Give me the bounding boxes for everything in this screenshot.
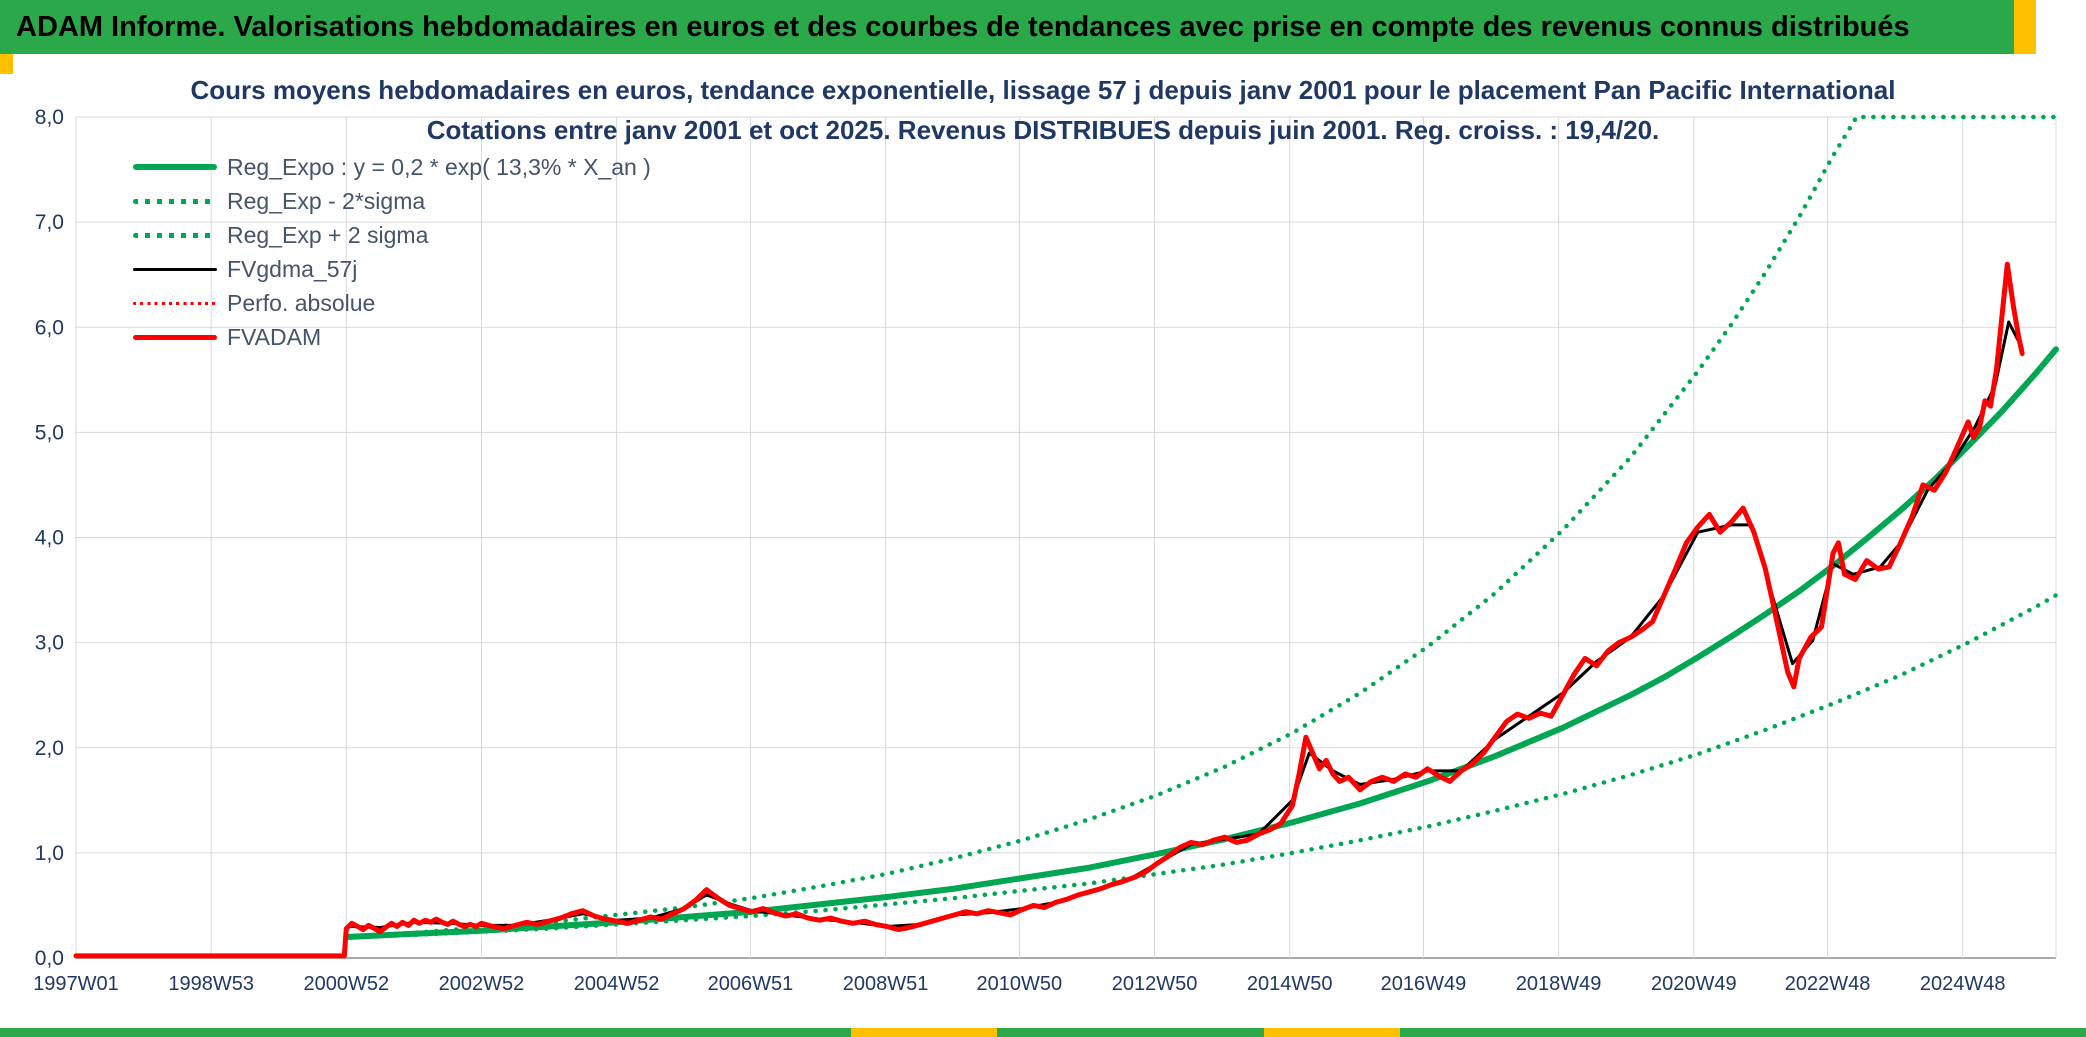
chart-title-line1: Cours moyens hebdomadaires en euros, ten… [190, 75, 1896, 105]
y-tick-label: 5,0 [35, 421, 64, 444]
x-tick-label: 2006W51 [708, 973, 794, 995]
bottom-yellow-accent-2 [1264, 1028, 1400, 1037]
legend-solid-line-swatch [133, 334, 217, 340]
x-tick-label: 2012W50 [1112, 973, 1198, 995]
header-bar: ADAM Informe. Valorisations hebdomadaire… [0, 0, 2086, 54]
header-yellow-accent [2014, 0, 2036, 54]
series-Reg_Exp_minus_2sigma [344, 593, 2059, 940]
y-tick-label: 8,0 [35, 106, 64, 129]
series-FVADAM [73, 261, 2025, 959]
x-tick-label: 2008W51 [843, 973, 929, 995]
page-title: ADAM Informe. Valorisations hebdomadaire… [16, 10, 1910, 43]
legend-label: FVgdma_57j [227, 255, 358, 282]
legend-label: Reg_Expo : y = 0,2 * exp( 13,3% * X_an ) [227, 153, 651, 180]
legend-dotted-line-swatch [133, 232, 217, 238]
x-tick-label: 1998W53 [168, 973, 254, 995]
legend-label: FVADAM [227, 323, 322, 350]
series-FVgdma_57j [348, 320, 2024, 929]
legend-item-FVgdma_57j: FVgdma_57j [133, 252, 651, 286]
y-tick-label: 7,0 [35, 211, 64, 234]
x-tick-label: 2010W50 [977, 973, 1063, 995]
left-yellow-accent [0, 54, 13, 74]
legend-item-Reg_Expo: Reg_Expo : y = 0,2 * exp( 13,3% * X_an ) [133, 150, 651, 184]
legend-solid-line-swatch [133, 267, 217, 271]
header-green-band: ADAM Informe. Valorisations hebdomadaire… [0, 0, 2014, 54]
x-tick-label: 2004W52 [574, 973, 660, 995]
legend-item-FVADAM: FVADAM [133, 320, 651, 354]
legend-label: Perfo. absolue [227, 289, 376, 316]
x-tick-label: 2002W52 [439, 973, 525, 995]
legend-label: Reg_Exp + 2 sigma [227, 221, 429, 248]
x-tick-label: 1997W01 [33, 973, 119, 995]
bottom-yellow-accent-1 [851, 1028, 998, 1037]
chart-title: Cours moyens hebdomadaires en euros, ten… [60, 70, 2026, 150]
y-tick-label: 6,0 [35, 316, 64, 339]
legend-item-Perfo_absolue: Perfo. absolue [133, 286, 651, 320]
legend-dotted-line-swatch [133, 301, 217, 305]
series-Reg_Expo [343, 346, 2059, 940]
x-tick-label: 2022W48 [1785, 973, 1871, 995]
x-tick-label: 2000W52 [303, 973, 389, 995]
legend-label: Reg_Exp - 2*sigma [227, 187, 426, 214]
header-white-gap [2036, 0, 2086, 54]
y-tick-label: 4,0 [35, 527, 64, 550]
x-tick-label: 2024W48 [1920, 973, 2006, 995]
y-tick-label: 1,0 [35, 842, 64, 865]
series-Reg_Exp_plus_2sigma [344, 114, 2059, 940]
chart-legend: Reg_Expo : y = 0,2 * exp( 13,3% * X_an )… [133, 150, 651, 354]
x-tick-label: 2014W50 [1247, 973, 1333, 995]
chart-title-line2: Cotations entre janv 2001 et oct 2025. R… [426, 115, 1660, 145]
legend-item-Reg_Exp_minus_2sigma: Reg_Exp - 2*sigma [133, 184, 651, 218]
x-tick-label: 2016W49 [1381, 973, 1467, 995]
y-tick-label: 3,0 [35, 632, 64, 655]
legend-dotted-line-swatch [133, 198, 217, 204]
x-tick-label: 2018W49 [1516, 973, 1602, 995]
y-tick-label: 2,0 [35, 737, 64, 760]
y-tick-label: 0,0 [35, 947, 64, 970]
series-Perfo_absolue [74, 262, 2024, 958]
legend-solid-line-swatch [133, 164, 217, 170]
x-tick-label: 2020W49 [1651, 973, 1737, 995]
bottom-green-border [0, 1028, 2086, 1037]
legend-item-Reg_Exp_plus_2sigma: Reg_Exp + 2 sigma [133, 218, 651, 252]
